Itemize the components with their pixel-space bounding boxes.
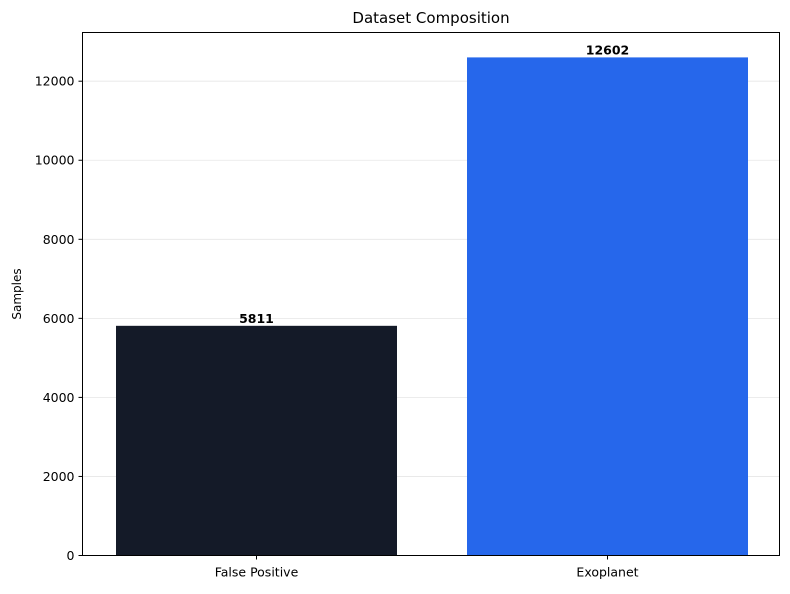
- y-tick-label: 8000: [43, 232, 75, 247]
- bar-value-label: 5811: [239, 311, 274, 326]
- plot-frame: [82, 32, 780, 556]
- x-tick-label: Exoplanet: [576, 565, 638, 580]
- bars: [116, 57, 748, 556]
- y-tick-label: 2000: [43, 469, 75, 484]
- y-tick-label: 6000: [43, 311, 75, 326]
- ticks: 0 2000 4000 6000 8000 10000 12000 False Positiv…: [35, 74, 639, 580]
- y-tick-label: 4000: [43, 390, 75, 405]
- bar-exoplanet: [467, 57, 748, 556]
- data-labels: 5811 12602: [239, 42, 629, 325]
- chart-title: Dataset Composition: [352, 9, 509, 27]
- x-tick-label: False Positive: [215, 565, 299, 580]
- y-tick-label: 0: [67, 548, 75, 563]
- bar-false-positive: [116, 325, 397, 556]
- y-tick-label: 10000: [35, 153, 75, 168]
- y-tick-label: 12000: [35, 74, 75, 89]
- axes: [82, 32, 780, 556]
- bar-value-label: 12602: [586, 42, 630, 57]
- y-axis-label: Samples: [10, 268, 24, 319]
